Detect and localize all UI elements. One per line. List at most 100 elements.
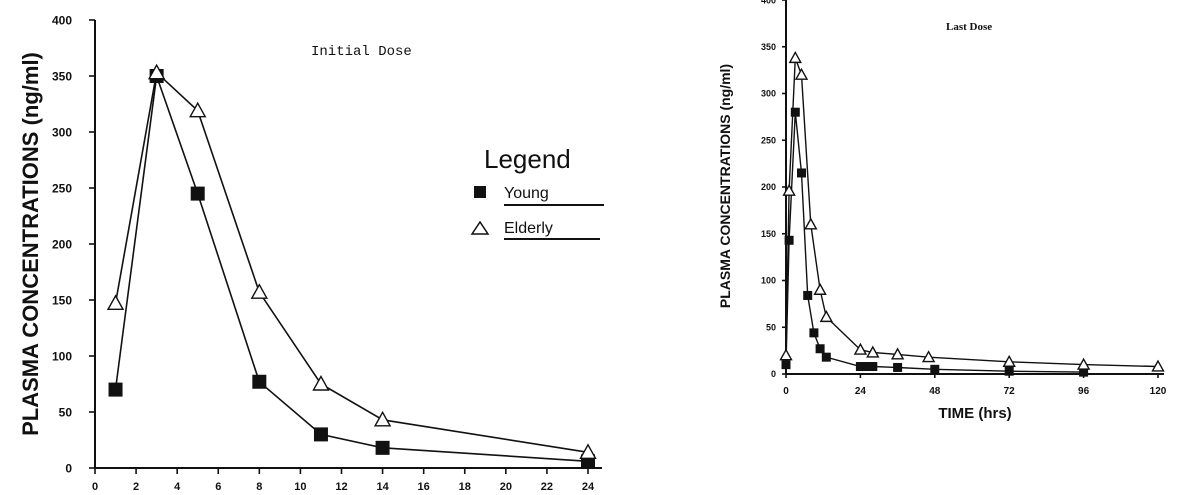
data-point-young: [790, 107, 800, 117]
legend-label-elderly: Elderly: [504, 220, 553, 237]
y-tick-label: 200: [52, 237, 72, 251]
data-point-young: [803, 290, 813, 300]
chart-title: Last Dose: [946, 21, 992, 33]
x-tick-label: 22: [541, 481, 553, 493]
y-tick-label: 300: [761, 89, 776, 99]
data-point-elderly: [147, 63, 166, 80]
data-point-young: [815, 344, 825, 354]
data-point-young: [862, 362, 872, 372]
data-point-young: [781, 360, 791, 370]
legend-label-young: Young: [504, 185, 549, 202]
y-tick-label: 350: [761, 42, 776, 52]
data-point-young: [893, 362, 903, 372]
data-point-elderly: [1002, 354, 1016, 367]
x-tick-label: 4: [174, 481, 181, 493]
y-axis-label: PLASMA CONCENTRATIONS (ng/ml): [18, 52, 43, 436]
x-tick-label: 0: [783, 386, 789, 397]
y-tick-label: 50: [59, 405, 73, 419]
data-point-elderly: [794, 67, 809, 80]
x-tick-label: 24: [582, 481, 595, 493]
y-tick-label: 0: [65, 461, 72, 475]
data-point-young: [1004, 366, 1014, 376]
data-point-elderly: [373, 410, 392, 427]
y-axis-label: PLASMA CONCENTRATIONS (ng/ml): [717, 64, 733, 308]
x-tick-label: 120: [1150, 386, 1167, 397]
data-point-young: [930, 364, 940, 374]
data-point-elderly: [1151, 359, 1165, 372]
x-tick-label: 24: [855, 386, 867, 397]
series-line-elderly: [785, 57, 1159, 368]
series-line-young: [785, 112, 1084, 373]
data-point-young: [809, 328, 819, 338]
x-tick-label: 18: [459, 481, 471, 493]
data-point-elderly: [813, 282, 827, 295]
x-tick-label: 12: [335, 481, 347, 493]
x-tick-label: 2: [133, 481, 139, 493]
chart-title: Initial Dose: [311, 44, 412, 60]
data-point-elderly: [779, 348, 793, 361]
y-tick-label: 50: [766, 322, 776, 332]
data-point-elderly: [579, 443, 597, 460]
y-tick-label: 250: [52, 181, 72, 195]
x-tick-label: 14: [376, 481, 389, 493]
y-tick-label: 150: [761, 229, 776, 239]
y-tick-label: 100: [761, 276, 776, 286]
y-tick-label: 300: [52, 125, 72, 139]
data-point-young: [252, 374, 267, 389]
data-point-elderly: [312, 375, 330, 391]
legend-marker-young: [474, 186, 486, 198]
data-point-young: [190, 186, 205, 201]
series-line-elderly: [114, 71, 589, 454]
x-ticks: 0 24 48 72 96 120: [783, 374, 1167, 397]
data-point-young: [784, 235, 794, 245]
y-tick-label: 400: [761, 0, 776, 5]
chart-last-dose: 0 50 100 150 200 250 300 350 400 0 24 48 72 96 120 PL…: [717, 0, 1167, 422]
series-group: [106, 63, 597, 469]
x-tick-label: 16: [418, 481, 430, 493]
data-point-young: [821, 352, 831, 362]
y-ticks: 0 50 100 150 200 250 300 350 400: [761, 0, 786, 379]
x-tick-label: 10: [294, 481, 306, 493]
data-point-young: [868, 362, 878, 372]
data-point-elderly: [819, 310, 833, 323]
x-tick-label: 96: [1078, 386, 1090, 397]
y-ticks: 0 50 100 150 200 250 300 350 400: [52, 13, 95, 475]
data-point-elderly: [189, 101, 207, 118]
chart-last-dose-axes: [785, 0, 1164, 375]
x-tick-label: 0: [92, 481, 98, 493]
data-point-elderly: [1076, 357, 1091, 370]
series-group: [779, 51, 1165, 377]
x-tick-label: 20: [500, 481, 512, 493]
x-axis-label: TIME (hrs): [938, 405, 1011, 422]
data-point-elderly: [853, 342, 868, 355]
y-tick-label: 200: [761, 182, 776, 192]
data-point-young: [855, 362, 865, 372]
data-point-young: [1079, 367, 1089, 377]
x-tick-label: 48: [929, 386, 941, 397]
data-point-young: [375, 440, 390, 455]
legend-title: Legend: [484, 144, 571, 174]
legend-marker-elderly: [470, 220, 490, 235]
y-tick-label: 350: [52, 69, 72, 83]
data-point-young: [313, 427, 328, 442]
y-tick-label: 0: [771, 369, 776, 379]
data-point-elderly: [106, 294, 125, 311]
y-tick-label: 150: [52, 293, 72, 307]
x-tick-label: 6: [215, 481, 221, 493]
y-tick-label: 100: [52, 349, 72, 363]
data-point-elderly: [804, 217, 818, 230]
x-tick-label: 8: [256, 481, 262, 493]
x-ticks: 0 2 4 6 8 10 12 14 16 18 20 22 24: [92, 468, 595, 493]
series-line-young: [114, 75, 589, 463]
y-tick-label: 250: [761, 135, 776, 145]
data-point-elderly: [250, 283, 269, 299]
data-point-young: [108, 382, 123, 397]
data-point-elderly: [788, 51, 802, 64]
y-tick-label: 400: [52, 13, 72, 27]
legend: Legend Young Elderly: [470, 144, 604, 240]
x-tick-label: 72: [1004, 386, 1016, 397]
data-point-elderly: [866, 345, 880, 358]
data-point-elderly: [782, 183, 796, 196]
